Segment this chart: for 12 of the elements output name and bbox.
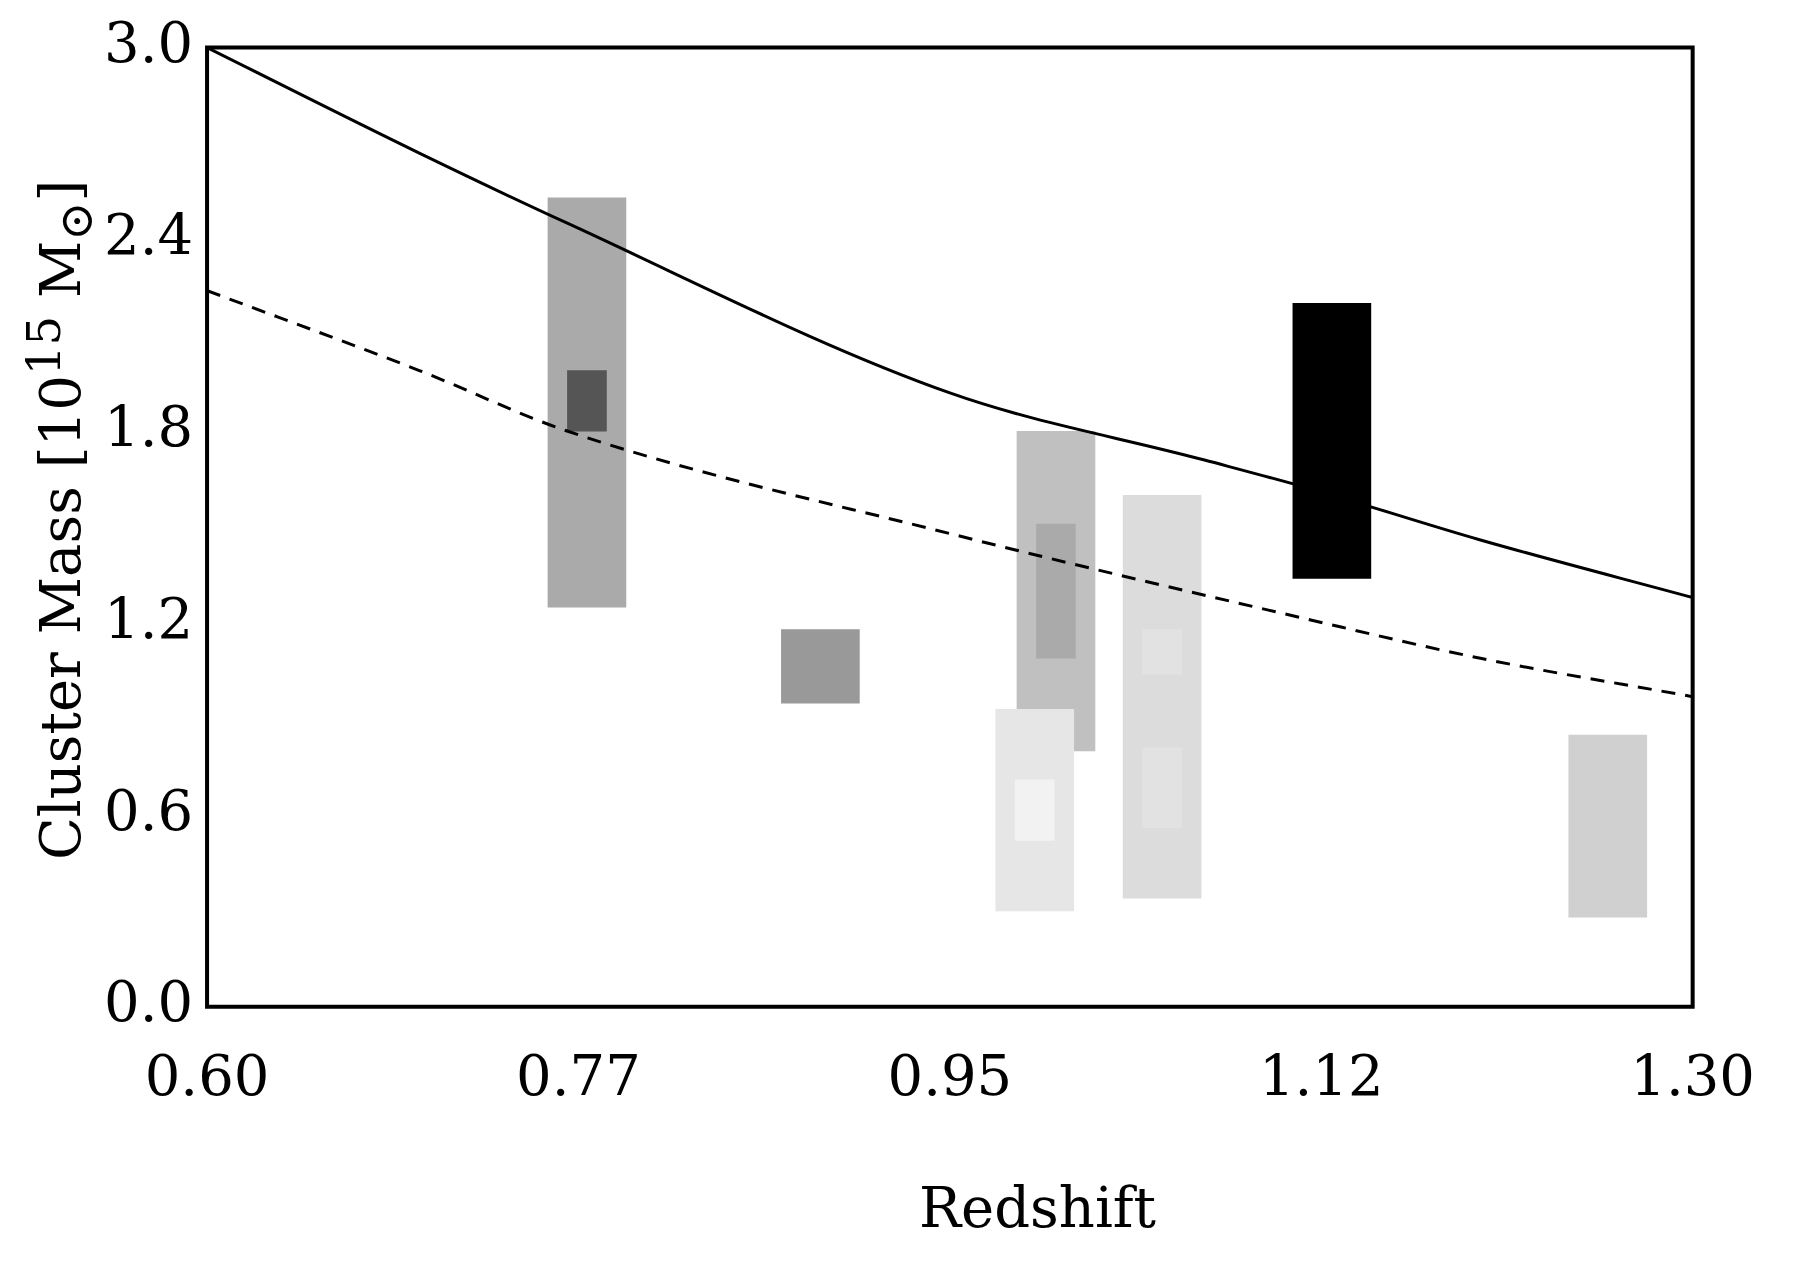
- y-tick-label: 3.0: [104, 10, 194, 76]
- y-tick-label: 2.4: [104, 201, 194, 267]
- x-tick-label: 0.77: [516, 1042, 641, 1108]
- y-tick-label: 1.8: [104, 393, 194, 459]
- x-tick-label: 0.60: [144, 1042, 270, 1108]
- y-tick-label: 1.2: [104, 585, 194, 651]
- y-tick-label: 0.6: [104, 777, 194, 843]
- x-tick-label: 1.30: [1630, 1042, 1755, 1108]
- y-tick-label: 0.0: [104, 969, 194, 1035]
- x-axis-title: Redshift: [917, 1175, 1158, 1240]
- x-tick-label: 0.95: [887, 1042, 1013, 1108]
- x-tick-label: 1.12: [1258, 1042, 1384, 1108]
